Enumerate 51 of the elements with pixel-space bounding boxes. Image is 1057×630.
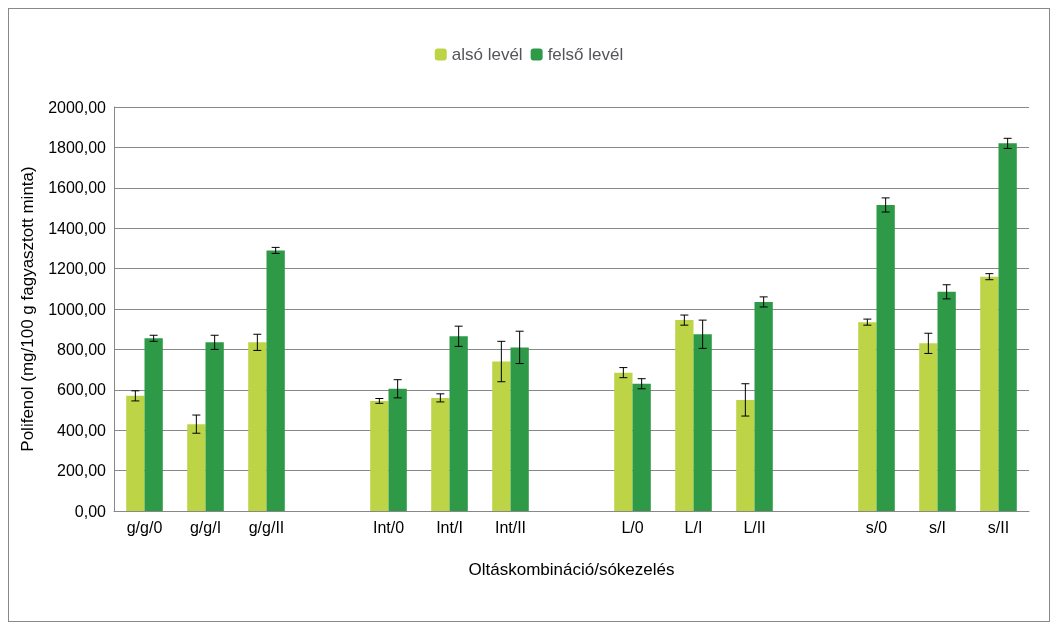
bar bbox=[858, 322, 877, 511]
x-tick-label: Int/I bbox=[436, 518, 463, 536]
y-tick-label: 1000,00 bbox=[48, 300, 107, 318]
y-tick-label: 600,00 bbox=[57, 381, 107, 399]
y-axis-title: Polifenol (mg/100 g fagyasztott minta) bbox=[18, 166, 37, 452]
x-tick-label: Int/II bbox=[494, 518, 527, 536]
bar bbox=[248, 342, 267, 511]
bar bbox=[388, 388, 407, 511]
bar bbox=[998, 143, 1017, 511]
bar bbox=[370, 400, 389, 511]
y-tick-label: 1800,00 bbox=[48, 138, 107, 156]
x-tick-label: g/g/I bbox=[189, 518, 222, 536]
x-tick-label: g/g/0 bbox=[126, 518, 163, 536]
bar bbox=[632, 383, 651, 511]
y-tick-label: 1600,00 bbox=[48, 179, 107, 197]
x-tick-label: s/I bbox=[929, 518, 946, 536]
y-tick-label: 1200,00 bbox=[48, 260, 107, 278]
bar bbox=[187, 424, 206, 511]
x-tick-label: L/I bbox=[684, 518, 703, 536]
bar bbox=[144, 338, 163, 511]
bar bbox=[736, 399, 755, 511]
bar bbox=[980, 276, 999, 511]
bar bbox=[919, 343, 938, 511]
y-tick-label: 1400,00 bbox=[48, 219, 107, 237]
y-tick-label: 2000,00 bbox=[48, 98, 107, 116]
bar bbox=[449, 336, 468, 511]
x-tick-label: s/II bbox=[987, 518, 1010, 536]
y-tick-label: 0,00 bbox=[74, 502, 107, 520]
x-tick-label: g/g/II bbox=[248, 518, 285, 536]
legend-label: felső levél bbox=[547, 45, 624, 64]
bar bbox=[510, 347, 529, 511]
bar bbox=[675, 320, 694, 511]
bar bbox=[126, 395, 145, 511]
legend-label: alsó levél bbox=[451, 45, 523, 64]
bar bbox=[492, 361, 511, 511]
bar bbox=[876, 204, 895, 511]
bar bbox=[693, 334, 712, 511]
x-tick-label: L/0 bbox=[621, 518, 644, 536]
bar bbox=[937, 291, 956, 511]
bar bbox=[614, 372, 633, 511]
y-tick-label: 200,00 bbox=[57, 462, 107, 480]
bar bbox=[754, 301, 773, 511]
x-axis-title: Oltáskombináció/sókezelés bbox=[468, 560, 675, 579]
y-tick-label: 800,00 bbox=[57, 340, 107, 358]
x-tick-label: Int/0 bbox=[372, 518, 405, 536]
bar bbox=[205, 342, 224, 511]
y-tick-label: 400,00 bbox=[57, 421, 107, 439]
bar bbox=[431, 397, 450, 511]
bar bbox=[266, 250, 285, 511]
x-tick-label: L/II bbox=[743, 518, 766, 536]
x-tick-label: s/0 bbox=[865, 518, 888, 536]
